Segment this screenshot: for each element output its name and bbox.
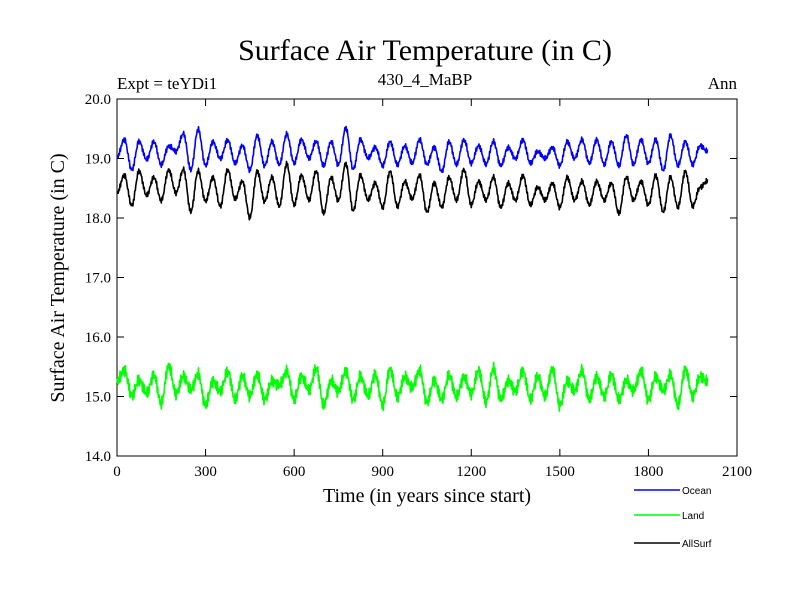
legend-label-ocean: Ocean — [682, 486, 711, 497]
legend-label-allsurf: AllSurf — [682, 539, 712, 550]
experiment-label: Expt = teYDi1 — [117, 74, 217, 93]
x-tick-label: 900 — [371, 464, 394, 480]
y-tick-label: 19.0 — [85, 152, 111, 168]
x-tick-label: 1800 — [633, 464, 663, 480]
y-tick-label: 17.0 — [85, 271, 111, 287]
chart-subtitle: 430_4_MaBP — [378, 70, 472, 89]
x-tick-label: 300 — [194, 464, 217, 480]
x-tick-label: 1200 — [456, 464, 486, 480]
series-line-land — [116, 361, 709, 412]
y-tick-label: 18.0 — [85, 211, 111, 227]
period-label: Ann — [708, 74, 738, 93]
axis-layer: 0 300 600 900 1200 1500 1800 2100 14.0 15.0 16.0 17… — [85, 92, 752, 480]
y-axis-label: Surface Air Temperature (in C) — [47, 153, 69, 402]
x-axis-label: Time (in years since start) — [323, 485, 531, 507]
x-tick-label: 2100 — [722, 464, 752, 480]
y-tick-label: 16.0 — [85, 330, 111, 346]
series-line-ocean — [116, 125, 709, 174]
y-tick-label: 15.0 — [85, 390, 111, 406]
chart-title: Surface Air Temperature (in C) — [238, 34, 612, 67]
series-layer — [116, 125, 709, 412]
x-tick-label: 1500 — [545, 464, 575, 480]
y-tick-label: 14.0 — [85, 449, 111, 465]
series-line-allsurf — [116, 160, 709, 221]
x-tick-label: 0 — [113, 464, 121, 480]
x-tick-label: 600 — [283, 464, 306, 480]
legend-label-land: Land — [682, 511, 704, 522]
legend: Ocean Land AllSurf — [634, 486, 712, 550]
y-tick-label: 20.0 — [85, 92, 111, 108]
